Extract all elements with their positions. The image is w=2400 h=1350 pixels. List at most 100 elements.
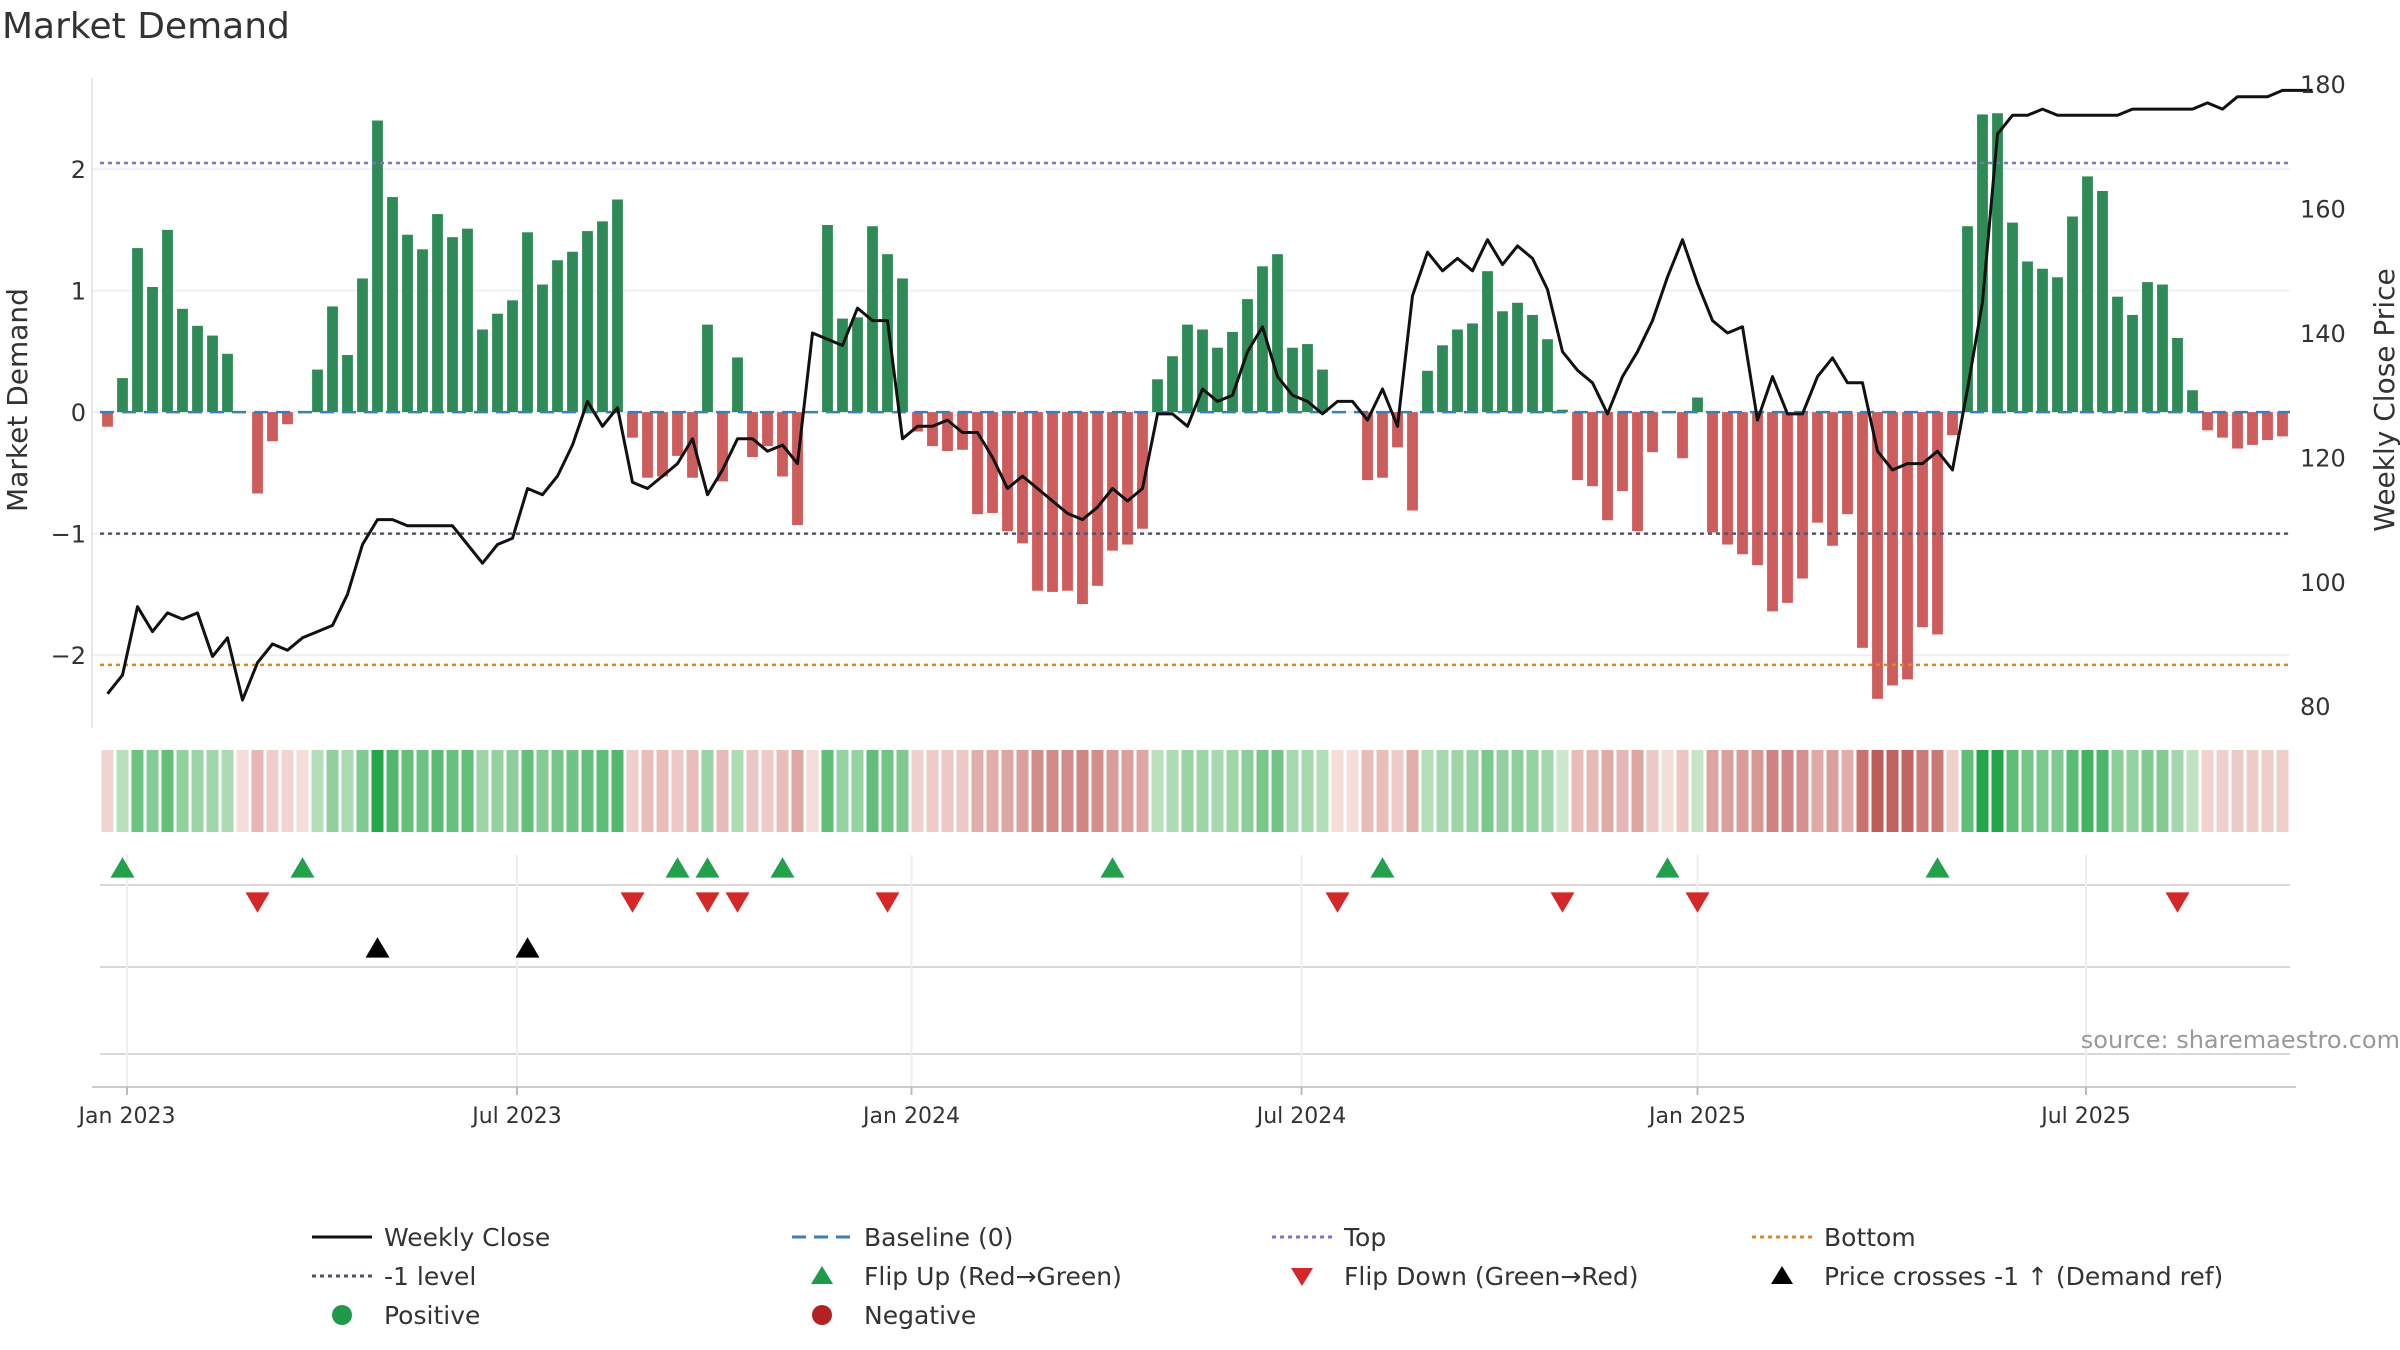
colour-strip-cell (1136, 750, 1149, 832)
flip-down-marker (1550, 892, 1575, 913)
colour-strip-cell (1601, 750, 1614, 832)
colour-strip-cell (1571, 750, 1584, 832)
colour-strip-cell (1421, 750, 1434, 832)
colour-strip-cell (2246, 750, 2259, 832)
demand-bar-negative (1572, 412, 1583, 481)
legend-swatch-triangle-up (811, 1266, 833, 1284)
price-cross-marker (365, 937, 390, 958)
colour-strip-cell (1541, 750, 1554, 832)
colour-strip-cell (1271, 750, 1284, 832)
demand-bar-negative (1362, 412, 1373, 481)
colour-strip-cell (1661, 750, 1674, 832)
demand-bar-positive (1452, 329, 1463, 413)
colour-strip-cell (956, 750, 969, 832)
colour-strip-cell (1031, 750, 1044, 832)
colour-strip-cell (1961, 750, 1974, 832)
colour-strip-cell (1406, 750, 1419, 832)
colour-strip-cell (1511, 750, 1524, 832)
demand-bar-negative (1932, 412, 1943, 635)
demand-bar-negative (1737, 412, 1748, 555)
colour-strip-cell (221, 750, 234, 832)
demand-bar-negative (1407, 412, 1418, 511)
colour-strip-cell (1181, 750, 1194, 832)
legend-item: Flip Down (Green→Red) (1291, 1262, 1639, 1291)
demand-bar-negative (1647, 412, 1658, 453)
colour-strip-cell (611, 750, 624, 832)
flip-up-marker (770, 857, 795, 878)
demand-bar-negative (717, 412, 728, 482)
demand-bar-negative (282, 412, 293, 425)
colour-strip-cell (2126, 750, 2139, 832)
flip-up-marker (290, 857, 315, 878)
colour-strip-cell (1526, 750, 1539, 832)
demand-bar-negative (1782, 412, 1793, 603)
demand-bar-positive (222, 353, 233, 413)
demand-bar-positive (2037, 268, 2048, 413)
colour-strip-cell (2051, 750, 2064, 832)
demand-bar-negative (1377, 412, 1388, 478)
colour-strip-cell (491, 750, 504, 832)
colour-strip-cell (1556, 750, 1569, 832)
demand-bar-positive (117, 378, 128, 413)
demand-bar-positive (177, 308, 188, 413)
demand-bars (102, 113, 2288, 699)
colour-strip-cell (146, 750, 159, 832)
colour-strip-cell (2111, 750, 2124, 832)
demand-bar-positive (432, 214, 443, 413)
colour-strip-cell (1076, 750, 1089, 832)
demand-bar-positive (312, 369, 323, 413)
demand-bar-negative (672, 412, 683, 456)
colour-strip-cell (1286, 750, 1299, 832)
colour-strip-cell (2021, 750, 2034, 832)
legend-item: Positive (332, 1301, 480, 1330)
demand-bar-negative (267, 412, 278, 442)
flip-down-marker (2165, 892, 2190, 913)
colour-strip-cell (101, 750, 114, 832)
colour-strip-cell (131, 750, 144, 832)
legend-label: Top (1343, 1223, 1386, 1252)
demand-bar-positive (1212, 347, 1223, 413)
demand-bar-positive (1437, 345, 1448, 413)
colour-strip-cell (311, 750, 324, 832)
colour-strip-cell (206, 750, 219, 832)
y-tick-label: 0 (71, 399, 86, 427)
legend-item: Baseline (0) (792, 1223, 1013, 1252)
demand-bar-positive (162, 229, 173, 413)
flip-down-marker (875, 892, 900, 913)
colour-strip-cell (1691, 750, 1704, 832)
colour-strip-cell (2201, 750, 2214, 832)
colour-strip-cell (2141, 750, 2154, 832)
demand-bar-positive (357, 278, 368, 413)
demand-bar-positive (207, 335, 218, 413)
flip-down-marker (695, 892, 720, 913)
colour-strip-cell (521, 750, 534, 832)
colour-strip-cell (296, 750, 309, 832)
demand-bar-positive (1512, 302, 1523, 413)
colour-strip-cell (1796, 750, 1809, 832)
demand-bar-negative (1767, 412, 1778, 612)
colour-strip-cell (626, 750, 639, 832)
colour-strip-cell (821, 750, 834, 832)
demand-bar-positive (1257, 266, 1268, 413)
colour-strip-cell (1811, 750, 1824, 832)
demand-bar-negative (642, 412, 653, 478)
demand-bar-negative (1707, 412, 1718, 533)
legend: Weekly Close Baseline (0) Top Bottom -1 leve… (312, 1223, 2223, 1330)
demand-bar-positive (522, 232, 533, 413)
y2-tick-label: 100 (2300, 569, 2346, 597)
colour-strip-cell (2276, 750, 2289, 832)
demand-bar-negative (1812, 412, 1823, 523)
demand-bar-positive (882, 254, 893, 413)
demand-bar-positive (1227, 331, 1238, 413)
flip-up-marker (1100, 857, 1125, 878)
colour-strip-cell (356, 750, 369, 832)
colour-strip-cell (1931, 750, 1944, 832)
legend-label: -1 level (384, 1262, 476, 1291)
colour-strip-cell (1781, 750, 1794, 832)
colour-strip-cell (1376, 750, 1389, 832)
colour-strip-cell (1646, 750, 1659, 832)
demand-bar-positive (822, 225, 833, 413)
legend-label: Flip Down (Green→Red) (1344, 1262, 1639, 1291)
y2-tick-label: 80 (2300, 693, 2331, 721)
colour-strip-cell (1451, 750, 1464, 832)
